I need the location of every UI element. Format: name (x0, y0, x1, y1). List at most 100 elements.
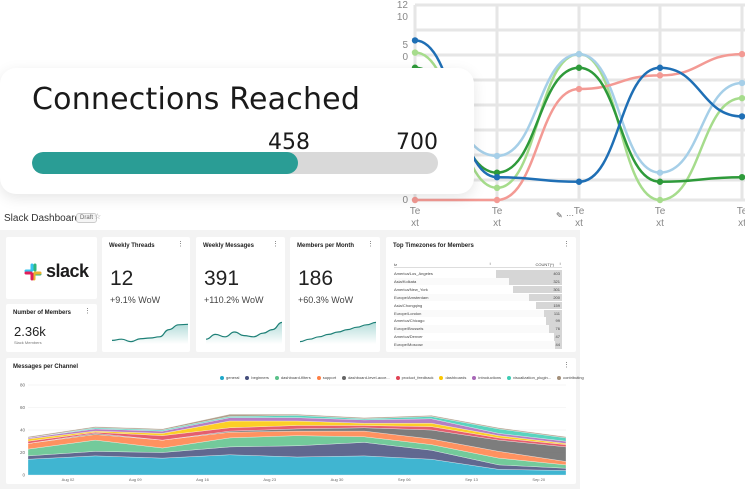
data-point[interactable] (493, 184, 501, 192)
column-header-count[interactable]: COUNT(*) (535, 262, 554, 267)
legend-item[interactable]: visualization_plugin... (507, 375, 551, 380)
legend-item[interactable]: introductions (472, 375, 501, 380)
legend-swatch (507, 375, 512, 380)
x-tick-label: xt (411, 218, 419, 229)
count-bar (543, 309, 562, 318)
members-per-month-tile[interactable]: Members per Month ⋮ 186 +60.3% WoW (290, 237, 380, 352)
legend-label: beginners (251, 375, 269, 380)
y-tick-label: 60 (20, 405, 26, 410)
draft-badge: Draft (76, 213, 98, 223)
legend-item[interactable]: contributing (557, 375, 584, 380)
legend-label: support (322, 375, 337, 380)
legend-swatch (274, 375, 279, 380)
weekly-threads-tile[interactable]: Weekly Threads ⋮ 12 +9.1% WoW (102, 237, 190, 352)
data-point[interactable] (411, 37, 419, 44)
x-tick-label: xt (738, 218, 745, 229)
data-point[interactable] (493, 174, 501, 181)
data-point[interactable] (656, 72, 664, 79)
count-cell: 403 (553, 271, 560, 276)
data-point[interactable] (738, 50, 745, 58)
top-timezones-tile[interactable]: Top Timezones for Members ⋮ tz ↕ COUNT(*… (386, 237, 576, 352)
y-tick-label: 40 (20, 428, 26, 433)
timezone-cell: Europe/Moscow (394, 342, 423, 348)
kebab-menu-icon[interactable]: ⋮ (84, 308, 91, 315)
column-header-tz[interactable]: tz (394, 262, 398, 267)
table-row: America/Los_Angeles 403 (394, 270, 562, 278)
kebab-menu-icon[interactable]: ⋮ (367, 241, 374, 248)
data-point[interactable] (493, 169, 501, 176)
weekly-messages-tile[interactable]: Weekly Messages ⋮ 391 +110.2% WoW (196, 237, 285, 352)
count-cell: 99 (555, 318, 560, 324)
x-tick-label: Aug 30 (331, 477, 344, 482)
count-cell: 159 (553, 302, 560, 308)
legend-item[interactable]: general (220, 375, 239, 380)
legend-item[interactable]: dashboards (439, 375, 466, 380)
messages-sparkline (205, 321, 283, 344)
table-row: America/Chicago 99 (394, 317, 562, 325)
sparkline-area (112, 324, 188, 344)
legend-item[interactable]: product_feedback (395, 375, 434, 380)
count-bar (549, 325, 562, 333)
timezone-cell: Europe/Brussels (394, 326, 424, 332)
edit-icon[interactable]: ✎ (556, 211, 563, 220)
dashboard-canvas: slack Number of Members ⋮ 2.36k Slack Me… (0, 230, 584, 489)
series-line (415, 52, 743, 202)
y-tick-label: 0 (22, 473, 25, 478)
table-header: tz ↕ COUNT(*) ↕ (394, 261, 562, 268)
data-point[interactable] (575, 178, 583, 185)
threads-sparkline (111, 323, 189, 344)
data-point[interactable] (656, 64, 664, 71)
data-point[interactable] (493, 152, 501, 160)
sparkline-area (206, 322, 282, 344)
data-point[interactable] (411, 196, 419, 204)
star-icon[interactable]: ☆ (94, 212, 102, 221)
data-point[interactable] (575, 50, 583, 58)
x-tick-label: xt (656, 218, 664, 229)
table-row: America/New_York 301 (394, 285, 562, 294)
area-series[interactable] (27, 414, 567, 439)
x-tick-label: xt (493, 218, 501, 229)
y-tick-label: 80 (20, 383, 26, 388)
data-point[interactable] (656, 196, 664, 204)
data-point[interactable] (738, 174, 745, 181)
legend-swatch (395, 375, 400, 380)
legend-label: product_feedback (401, 375, 434, 380)
kebab-menu-icon[interactable]: ⋮ (177, 241, 184, 248)
data-point[interactable] (493, 196, 501, 204)
data-point[interactable] (738, 79, 745, 87)
table-row: Europe/Moscow 44 (394, 341, 562, 349)
messages-per-channel-tile[interactable]: Messages per Channel ⋮ general beginners d… (6, 358, 584, 484)
more-icon[interactable]: ··· (566, 211, 574, 220)
sparkline-line (111, 323, 189, 343)
members-tile[interactable]: Number of Members ⋮ 2.36k Slack Members (6, 304, 97, 352)
legend-swatch (439, 375, 444, 380)
kebab-menu-icon[interactable]: ⋮ (563, 362, 570, 369)
legend-swatch (220, 375, 224, 380)
data-point[interactable] (411, 49, 419, 56)
legend-swatch (557, 375, 562, 380)
timezone-cell: Europe/Amsterdam (394, 294, 429, 300)
legend-item[interactable]: beginners (245, 375, 269, 380)
kebab-menu-icon[interactable]: ⋮ (563, 241, 570, 248)
kebab-menu-icon[interactable]: ⋮ (272, 241, 279, 248)
data-point[interactable] (738, 113, 745, 120)
data-point[interactable] (575, 64, 583, 71)
sort-icon[interactable]: ↕ (489, 261, 491, 266)
count-cell: 47 (555, 334, 560, 340)
sort-icon[interactable]: ↕ (559, 261, 561, 266)
y-tick-label: 10 (397, 12, 409, 23)
data-point[interactable] (738, 94, 745, 102)
dashboard-header: Slack Dashboard Draft ☆ ✎ ··· (0, 206, 580, 230)
tile-title: Top Timezones for Members (393, 243, 474, 249)
y-tick-label: 0 (402, 52, 408, 63)
tile-title: Members per Month (297, 243, 355, 249)
legend-item[interactable]: dashboard-filters (274, 375, 311, 380)
count-cell: 44 (555, 342, 560, 348)
data-point[interactable] (575, 85, 583, 93)
legend-item[interactable]: dashboard-level-acce... (342, 375, 390, 380)
data-point[interactable] (656, 169, 664, 176)
per-month-value: 186 (298, 267, 334, 290)
data-point[interactable] (656, 178, 664, 185)
legend-item[interactable]: support (316, 375, 337, 380)
members-value: 2.36k (14, 324, 46, 339)
